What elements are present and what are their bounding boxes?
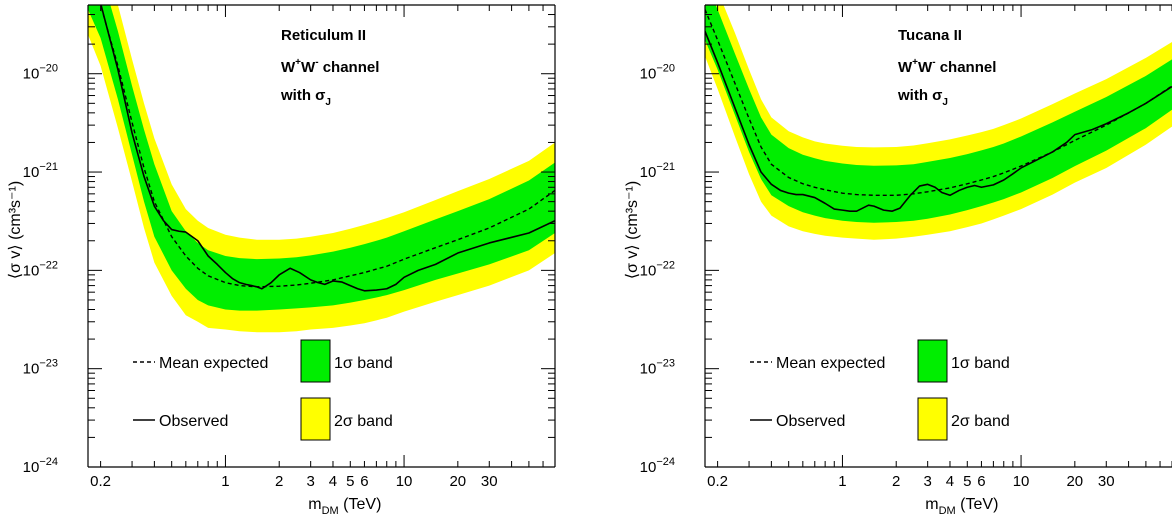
annotation: Tucana II W+W- channel with σJ — [897, 27, 996, 108]
annotation-sigma: with σJ — [280, 87, 331, 108]
x-tick-label: 30 — [481, 473, 498, 490]
y-tick-label: 10−22 — [23, 259, 58, 279]
y-ticks — [88, 4, 555, 468]
chart-panel-1: 0.2 1 2 3 4 5 6 10 20 30 10−24 10−23 10−22 10−21 10−20… — [7, 4, 556, 517]
x-tick-label: 1 — [838, 473, 846, 490]
x-tick-label: 20 — [1066, 473, 1083, 490]
legend-band2-label: 2σ band — [951, 413, 1010, 430]
annotation-title: Reticulum II — [281, 27, 366, 44]
y-axis-title: ⟨σ v⟩ (cm³s⁻¹) — [7, 181, 24, 279]
annotation-title: Tucana II — [898, 27, 962, 44]
legend-mean-label: Mean expected — [159, 355, 268, 372]
legend-observed-label: Observed — [776, 413, 845, 430]
x-tick-label: 0.2 — [90, 473, 111, 490]
y-tick-label: 10−23 — [640, 358, 675, 378]
legend-band1-swatch — [300, 339, 331, 383]
y-tick-label: 10−24 — [23, 456, 58, 476]
y-tick-label: 10−23 — [23, 358, 58, 378]
x-tick-label: 5 — [346, 473, 354, 490]
x-tick-label: 6 — [360, 473, 368, 490]
legend-mean-label: Mean expected — [776, 355, 885, 372]
legend-band2-label: 2σ band — [334, 413, 393, 430]
legend-band1-swatch — [917, 339, 948, 383]
mean-expected-line — [99, 5, 555, 288]
x-tick-label: 5 — [963, 473, 971, 490]
x-tick-label: 2 — [275, 473, 283, 490]
band-1sigma — [88, 5, 555, 311]
y-tick-label: 10−24 — [640, 456, 675, 476]
x-tick-label: 2 — [892, 473, 900, 490]
x-tick-label: 4 — [329, 473, 337, 490]
x-tick-label: 6 — [977, 473, 985, 490]
legend-band1-label: 1σ band — [334, 355, 393, 372]
y-ticks — [705, 4, 719, 468]
legend-band2-swatch — [300, 397, 331, 441]
legend: Mean expected Observed 1σ band 2σ band — [133, 339, 393, 441]
x-tick-label: 20 — [449, 473, 466, 490]
legend-band2-swatch — [917, 397, 948, 441]
x-tick-label: 0.2 — [707, 473, 728, 490]
y-tick-label: 10−22 — [640, 259, 675, 279]
annotation-channel: W+W- channel — [281, 57, 379, 76]
x-ticks — [100, 5, 556, 467]
legend-band1-label: 1σ band — [951, 355, 1010, 372]
x-tick-label: 10 — [1013, 473, 1030, 490]
x-tick-label: 3 — [923, 473, 931, 490]
plot-area — [705, 5, 1172, 240]
observed-line — [705, 31, 1172, 212]
x-tick-label: 10 — [396, 473, 413, 490]
observed-line — [100, 5, 555, 292]
y-tick-label: 10−20 — [23, 63, 58, 83]
x-tick-label: 30 — [1098, 473, 1115, 490]
x-ticks — [717, 5, 1172, 467]
y-tick-label: 10−20 — [640, 63, 675, 83]
y-axis-title: ⟨σ v⟩ (cm³s⁻¹) — [624, 181, 641, 279]
x-axis-title: mDM (TeV) — [308, 496, 381, 517]
x-tick-label: 4 — [946, 473, 954, 490]
y-tick-label: 10−21 — [23, 161, 58, 181]
plot-area — [88, 5, 555, 333]
annotation-sigma: with σJ — [897, 87, 948, 108]
x-axis-title: mDM (TeV) — [925, 496, 998, 517]
legend-observed-label: Observed — [159, 413, 228, 430]
x-tick-label: 1 — [221, 473, 229, 490]
mean-expected-line — [705, 9, 1172, 196]
y-tick-label: 10−21 — [640, 161, 675, 181]
x-tick-label: 3 — [306, 473, 314, 490]
legend: Mean expected Observed 1σ band 2σ band — [750, 339, 1010, 441]
band-1sigma — [705, 5, 1172, 223]
chart-panel-2: 0.2 1 2 3 4 5 6 10 20 30 10−24 10−23 10−22 10−21 10−20… — [624, 4, 1172, 517]
annotation: Reticulum II W+W- channel with σJ — [280, 27, 379, 108]
annotation-channel: W+W- channel — [898, 57, 996, 76]
